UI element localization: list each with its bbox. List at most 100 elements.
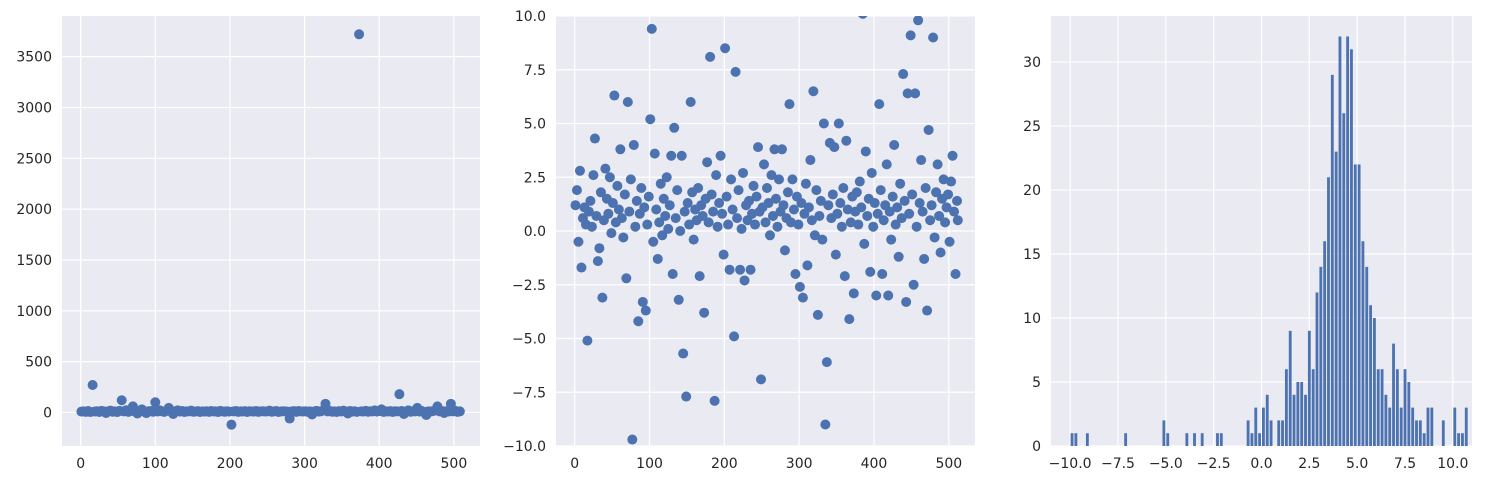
data-point (666, 150, 677, 161)
data-point (630, 221, 641, 232)
data-point (821, 357, 832, 368)
data-point (935, 247, 946, 258)
y-tick-label: 500 (25, 355, 52, 371)
histogram-bar (1246, 420, 1250, 446)
data-point (871, 290, 882, 301)
histogram: −10.0 −7.5 −5.0 −2.5 0.0 2.5 5.0 7.5 10.0 0 5 10 15 2… (1023, 16, 1472, 472)
histogram-bar (1216, 433, 1219, 446)
histogram-bar (1284, 369, 1288, 446)
data-point (836, 221, 847, 232)
data-point (778, 200, 789, 211)
x-tick-label: 400 (861, 456, 888, 472)
histogram-bar (1426, 407, 1430, 446)
histogram-bar (1369, 305, 1372, 446)
data-point (748, 180, 759, 191)
data-point (702, 157, 713, 168)
histogram-bar (1441, 420, 1445, 446)
data-point (673, 294, 684, 305)
histogram-bar (1315, 292, 1319, 446)
x-tick-label: 500 (441, 456, 468, 472)
y-tick-label: 30 (1023, 55, 1041, 71)
histogram-bar (1219, 433, 1223, 446)
data-point (830, 249, 841, 260)
data-point (651, 204, 662, 215)
data-point (815, 195, 826, 206)
y-tick-label: 0 (43, 405, 52, 421)
data-point (916, 155, 927, 166)
data-point (714, 198, 725, 209)
data-point (658, 193, 669, 204)
data-point (708, 206, 719, 217)
data-point (952, 195, 963, 206)
data-point (730, 66, 741, 77)
data-point (818, 118, 829, 129)
histogram-bar (1185, 433, 1189, 446)
data-point (642, 219, 653, 230)
data-point (808, 86, 819, 97)
x-tick-label: 100 (636, 456, 663, 472)
histogram-bar (1415, 420, 1418, 446)
data-point (860, 146, 871, 157)
data-point (784, 99, 795, 110)
y-tick-label: 10.0 (515, 9, 546, 25)
data-point (636, 183, 647, 193)
histogram-bar (1361, 241, 1365, 446)
x-tick-label: 0 (76, 456, 85, 472)
data-point (591, 210, 602, 221)
data-point (600, 163, 611, 174)
data-point (735, 264, 746, 275)
data-point (637, 296, 648, 307)
data-point (925, 215, 936, 226)
y-tick-label: 5 (1032, 375, 1041, 391)
histogram-bar (1422, 433, 1426, 446)
data-point (884, 206, 895, 217)
x-tick-label: 5.0 (1346, 456, 1368, 472)
data-point (706, 189, 717, 200)
histogram-bar (1166, 433, 1170, 446)
data-marks (1070, 36, 1468, 446)
data-point (790, 269, 801, 279)
histogram-bar (1395, 369, 1399, 446)
data-point (889, 140, 900, 150)
data-point (394, 389, 405, 400)
histogram-bar (1338, 36, 1342, 446)
data-point (761, 183, 772, 193)
data-point (574, 165, 585, 176)
data-point (628, 140, 639, 150)
data-point (688, 234, 699, 245)
data-point (877, 269, 888, 279)
data-point (853, 219, 864, 230)
data-point (890, 219, 901, 230)
data-point (745, 264, 756, 275)
x-tick-label: 100 (142, 456, 169, 472)
data-point (724, 264, 735, 275)
histogram-bar (1193, 433, 1196, 446)
data-point (770, 193, 781, 204)
data-point (760, 217, 771, 228)
data-point (946, 176, 957, 187)
data-point (802, 260, 813, 271)
data-point (796, 198, 807, 209)
data-point (585, 195, 596, 206)
x-tick-label: 200 (711, 456, 738, 472)
data-point (631, 195, 642, 206)
data-point (670, 213, 681, 224)
histogram-bar (1200, 433, 1204, 446)
data-point (809, 230, 820, 241)
data-point (794, 281, 805, 292)
y-tick-label: 20 (1023, 183, 1041, 199)
data-point (931, 187, 942, 198)
data-point (723, 219, 734, 230)
data-point (697, 210, 708, 221)
data-point (751, 191, 762, 202)
data-point (654, 217, 665, 228)
data-point (908, 279, 919, 290)
histogram-bar (1250, 433, 1254, 446)
data-point (226, 419, 237, 430)
data-point (618, 232, 629, 243)
y-tick-label: 3500 (16, 50, 52, 66)
data-point (625, 174, 636, 185)
data-point (624, 206, 635, 217)
data-point (645, 114, 656, 125)
data-point (844, 314, 855, 325)
